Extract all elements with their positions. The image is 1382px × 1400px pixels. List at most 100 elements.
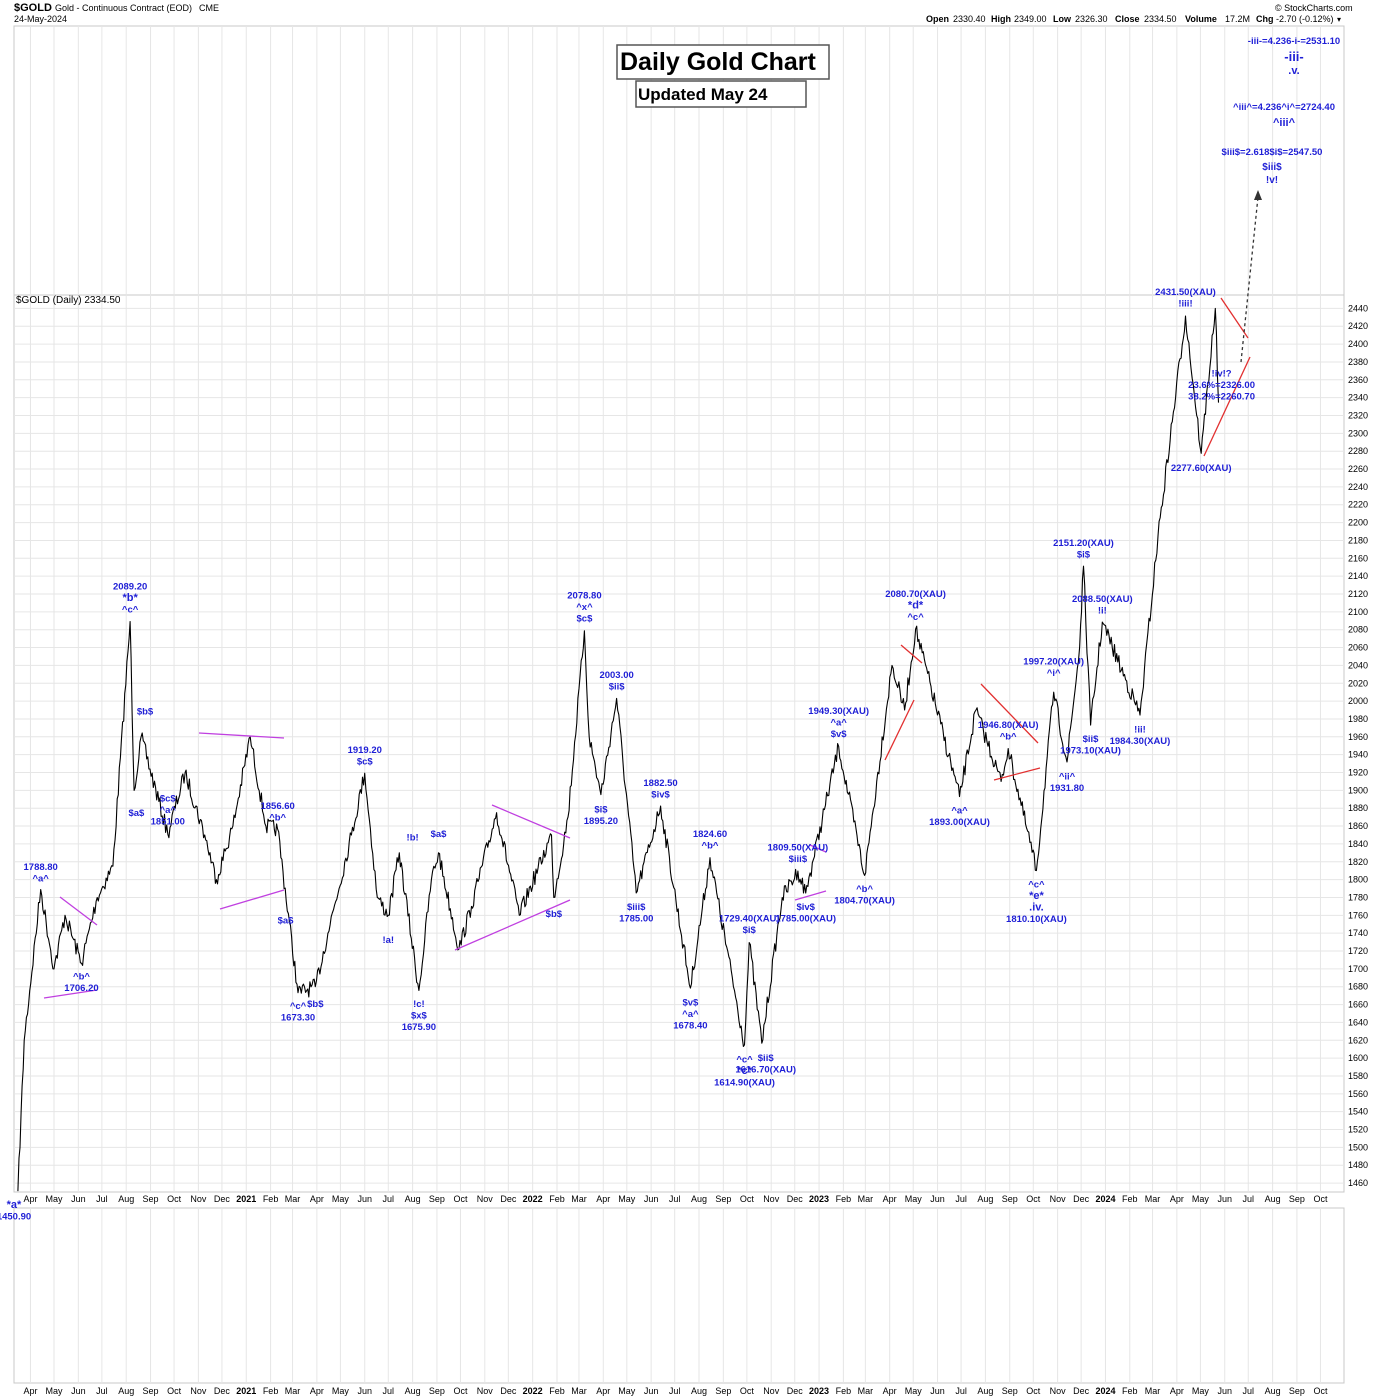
wave-label: 1804.70(XAU): [834, 896, 895, 907]
x-tick-label: Apr: [883, 1386, 897, 1396]
arrow-up-icon: [1254, 190, 1262, 200]
x-tick-label: Aug: [118, 1194, 134, 1204]
price-target-label: -iii-: [1284, 49, 1304, 64]
wave-label: $ii$: [609, 682, 626, 693]
y-tick-label: 1620: [1348, 1035, 1368, 1045]
header-chg-label: Chg: [1256, 14, 1274, 24]
trendline: [884, 699, 915, 761]
y-tick-label: 1860: [1348, 821, 1368, 831]
wave-label: !ii!: [1134, 724, 1146, 735]
y-tick-label: 2100: [1348, 607, 1368, 617]
wave-label: ^a^: [160, 805, 177, 816]
wave-label: !iii!: [1178, 299, 1192, 310]
y-tick-label: 2000: [1348, 696, 1368, 706]
y-tick-label: 2440: [1348, 303, 1368, 313]
wave-label: $iv$: [651, 789, 670, 800]
x-tick-label: Apr: [883, 1194, 897, 1204]
y-tick-label: 2240: [1348, 482, 1368, 492]
x-tick-label: Dec: [787, 1386, 804, 1396]
x-tick-label: Dec: [500, 1194, 517, 1204]
x-tick-label: 2024: [1095, 1194, 1115, 1204]
wave-label: 38.2%=2260.70: [1188, 391, 1255, 402]
wave-label: !a!: [382, 935, 394, 946]
wave-label: *e*: [1029, 890, 1044, 902]
x-tick-label: Jun: [357, 1194, 372, 1204]
x-tick-label: Aug: [1265, 1194, 1281, 1204]
y-tick-label: 1640: [1348, 1017, 1368, 1027]
wave-label: ^b^: [856, 884, 873, 895]
x-tick-label: Nov: [477, 1194, 494, 1204]
header-low-value: 2326.30: [1075, 14, 1108, 24]
x-tick-label: May: [618, 1386, 636, 1396]
header-description: Gold - Continuous Contract (EOD): [55, 3, 192, 13]
x-tick-label: Oct: [167, 1194, 182, 1204]
price-target-label: ^iii^: [1273, 117, 1296, 129]
x-tick-label: Apr: [596, 1194, 610, 1204]
x-tick-label: May: [618, 1194, 636, 1204]
y-tick-label: 1700: [1348, 964, 1368, 974]
y-tick-label: 2200: [1348, 518, 1368, 528]
wave-label: 1675.90: [402, 1022, 436, 1033]
wave-label: 1785.00(XAU): [775, 913, 836, 924]
chevron-down-icon[interactable]: ▾: [1337, 15, 1341, 24]
wave-label: 1893.00(XAU): [929, 817, 990, 828]
wave-label: $iv$: [796, 902, 815, 913]
x-tick-label: Feb: [1122, 1386, 1138, 1396]
x-tick-label: Apr: [596, 1386, 610, 1396]
x-tick-label: Dec: [1073, 1386, 1090, 1396]
y-tick-label: 2080: [1348, 625, 1368, 635]
x-tick-label: May: [1192, 1386, 1210, 1396]
wave-label: 2431.50(XAU): [1155, 287, 1216, 298]
x-tick-label: Jul: [96, 1386, 108, 1396]
y-tick-label: 1940: [1348, 750, 1368, 760]
trendline: [59, 896, 98, 926]
x-tick-label: Feb: [836, 1194, 852, 1204]
x-tick-label: Mar: [285, 1386, 301, 1396]
wave-label: *a*: [7, 1199, 22, 1211]
x-tick-label: Jul: [1243, 1194, 1255, 1204]
y-tick-label: 1720: [1348, 946, 1368, 956]
x-tick-label: Aug: [977, 1194, 993, 1204]
wave-label: ^a^: [682, 1009, 699, 1020]
x-tick-label: Nov: [1050, 1386, 1067, 1396]
x-tick-label: Dec: [214, 1386, 231, 1396]
wave-label: $i$: [1077, 549, 1091, 560]
wave-label: 1851.00: [151, 816, 185, 827]
x-tick-label: Sep: [143, 1386, 159, 1396]
y-tick-label: 2340: [1348, 393, 1368, 403]
trendline: [454, 899, 571, 951]
price-panel-frame: [13, 294, 1345, 1193]
wave-label: $c$: [577, 614, 594, 625]
x-tick-label: Feb: [1122, 1194, 1138, 1204]
x-tick-label: 2022: [523, 1386, 543, 1396]
header-credit[interactable]: © StockCharts.com: [1275, 3, 1353, 13]
wave-label: 1919.20: [348, 745, 382, 756]
y-tick-label: 2220: [1348, 500, 1368, 510]
y-tick-label: 2180: [1348, 535, 1368, 545]
x-tick-label: Oct: [1313, 1194, 1328, 1204]
wave-label: *c*: [737, 1065, 752, 1077]
trendline: [900, 644, 923, 664]
x-axis-lower: Apr May Jun Jul Aug Sep Oct Nov Dec 2021 Feb Mar Apr…: [23, 1386, 1327, 1396]
trendline: [1220, 297, 1249, 339]
y-tick-label: 1880: [1348, 803, 1368, 813]
x-tick-label: Aug: [118, 1386, 134, 1396]
wave-label: ^a^: [830, 717, 847, 728]
y-tick-label: 1540: [1348, 1107, 1368, 1117]
x-tick-label: Sep: [715, 1386, 731, 1396]
price-targets: -iii-=4.236-i-=2531.10 -iii-.v. ^iii^=4.23…: [1222, 36, 1341, 186]
price-target-label: $iii$: [1262, 162, 1282, 173]
y-tick-label: 2040: [1348, 660, 1368, 670]
wave-label: ^a^: [32, 873, 49, 884]
price-target-label: $iii$=2.618$i$=2547.50: [1222, 147, 1323, 158]
wave-label: 1678.40: [673, 1020, 707, 1031]
wave-label: $a$: [278, 915, 295, 926]
y-tick-label: 2020: [1348, 678, 1368, 688]
wave-label: 1882.50: [643, 778, 677, 789]
x-tick-label: Oct: [1026, 1194, 1041, 1204]
header-high-value: 2349.00: [1014, 14, 1047, 24]
x-tick-label: Mar: [1145, 1194, 1161, 1204]
x-tick-label: Oct: [740, 1194, 755, 1204]
